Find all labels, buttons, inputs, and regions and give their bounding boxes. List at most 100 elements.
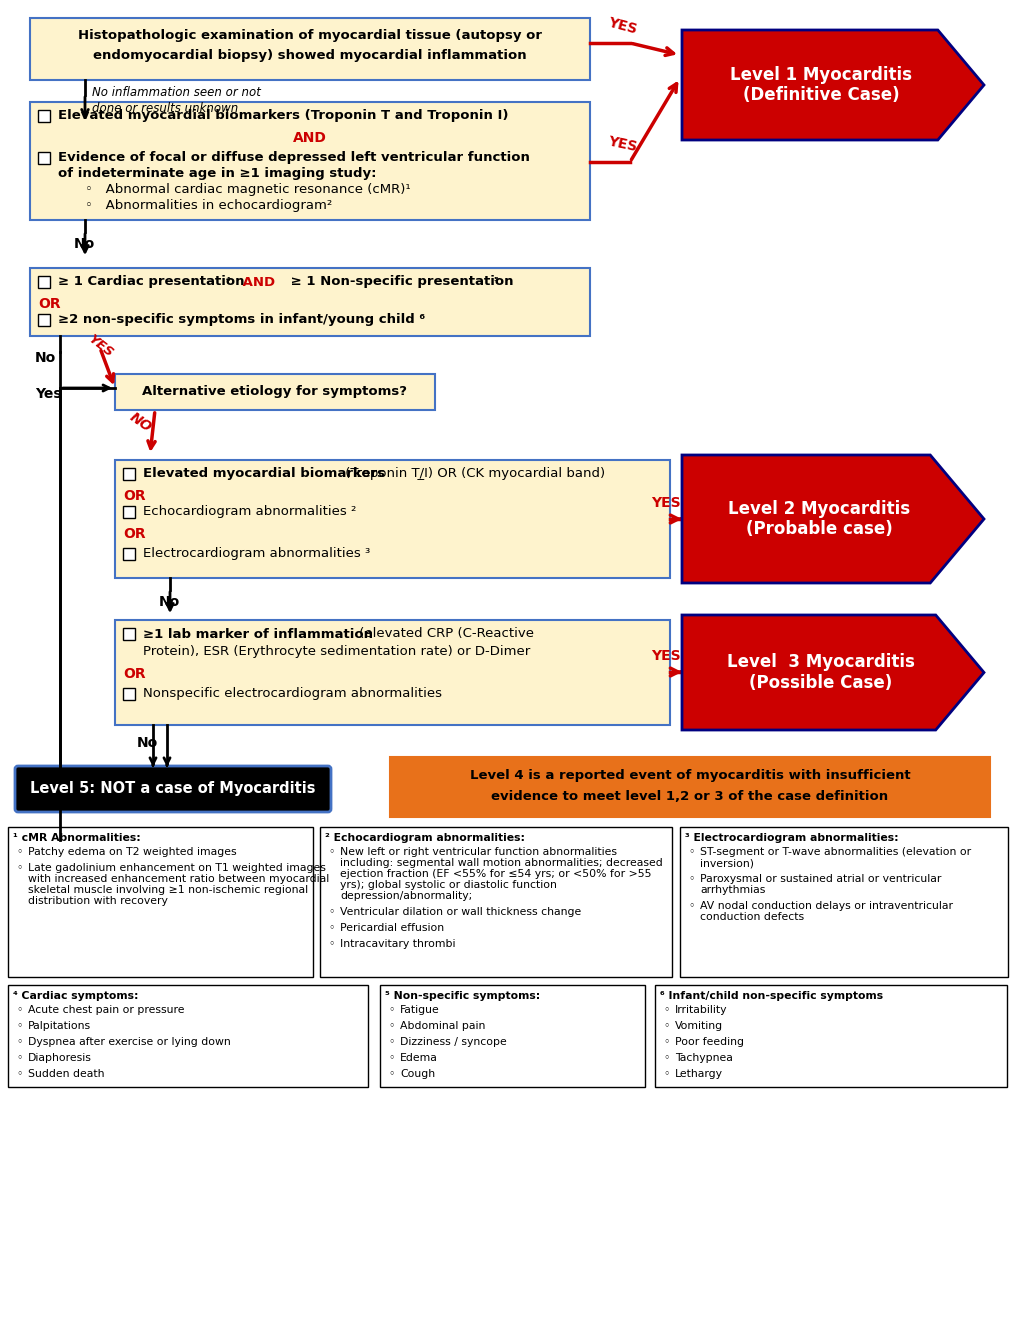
Text: Echocardiogram abnormalities ²: Echocardiogram abnormalities ² (143, 506, 356, 519)
Text: skeletal muscle involving ≥1 non-ischemic regional: skeletal muscle involving ≥1 non-ischemi… (28, 884, 308, 895)
Text: ◦: ◦ (16, 1069, 22, 1078)
Text: Yes: Yes (35, 387, 61, 401)
Text: Protein), ESR (Erythrocyte sedimentation rate) or D-Dimer: Protein), ESR (Erythrocyte sedimentation… (143, 645, 530, 659)
FancyBboxPatch shape (115, 620, 669, 725)
Text: including: segmental wall motion abnormalities; decreased: including: segmental wall motion abnorma… (339, 858, 662, 869)
Text: ◦: ◦ (328, 923, 334, 933)
Text: ◦: ◦ (688, 874, 694, 884)
Text: ◦: ◦ (16, 1020, 22, 1031)
Text: Evidence of focal or diffuse depressed left ventricular function: Evidence of focal or diffuse depressed l… (58, 152, 529, 165)
Text: ◦: ◦ (688, 847, 694, 857)
FancyBboxPatch shape (30, 18, 589, 81)
Text: YES: YES (650, 649, 680, 663)
Text: ⁵: ⁵ (492, 277, 497, 286)
Text: Pericardial effusion: Pericardial effusion (339, 923, 443, 933)
FancyBboxPatch shape (123, 506, 135, 517)
Text: ◦: ◦ (688, 902, 694, 911)
Text: ⁴ Cardiac symptoms:: ⁴ Cardiac symptoms: (13, 991, 139, 1001)
FancyBboxPatch shape (38, 152, 50, 164)
Text: Lethargy: Lethargy (675, 1069, 722, 1078)
Text: (Troponin T/̲I) OR (CK myocardial band): (Troponin T/̲I) OR (CK myocardial band) (340, 467, 604, 480)
Text: of indeterminate age in ≥1 imaging study:: of indeterminate age in ≥1 imaging study… (58, 168, 376, 181)
Text: ◦: ◦ (16, 863, 22, 873)
Text: Patchy edema on T2 weighted images: Patchy edema on T2 weighted images (28, 847, 236, 857)
Text: ◦: ◦ (16, 1005, 22, 1015)
Text: with increased enhancement ratio between myocardial: with increased enhancement ratio between… (28, 874, 329, 884)
Text: Histopathologic examination of myocardial tissue (autopsy or: Histopathologic examination of myocardia… (77, 29, 541, 42)
Text: YES: YES (605, 16, 638, 37)
Text: evidence to meet level 1,2 or 3 of the case definition: evidence to meet level 1,2 or 3 of the c… (491, 791, 888, 804)
Text: Ventricular dilation or wall thickness change: Ventricular dilation or wall thickness c… (339, 907, 581, 917)
Text: Abdominal pain: Abdominal pain (399, 1020, 485, 1031)
Text: ◦: ◦ (328, 907, 334, 917)
FancyBboxPatch shape (30, 268, 589, 337)
Text: ◦: ◦ (662, 1020, 668, 1031)
Text: ◦: ◦ (328, 847, 334, 857)
Text: OR: OR (38, 297, 60, 312)
Text: AND: AND (292, 131, 327, 145)
Text: Nonspecific electrocardiogram abnormalities: Nonspecific electrocardiogram abnormalit… (143, 688, 441, 701)
Text: Poor feeding: Poor feeding (675, 1038, 743, 1047)
Text: No: No (74, 238, 95, 251)
FancyBboxPatch shape (380, 985, 644, 1086)
Text: ⁴: ⁴ (226, 277, 230, 286)
Text: YES: YES (85, 333, 115, 360)
FancyBboxPatch shape (389, 756, 989, 817)
Text: conduction defects: conduction defects (699, 912, 803, 921)
Text: ◦   Abnormal cardiac magnetic resonance (cMR)¹: ◦ Abnormal cardiac magnetic resonance (c… (85, 183, 411, 197)
FancyBboxPatch shape (654, 985, 1006, 1086)
Text: Level 1 Myocarditis
(Definitive Case): Level 1 Myocarditis (Definitive Case) (730, 66, 912, 104)
Text: Level 2 Myocarditis
(Probable case): Level 2 Myocarditis (Probable case) (728, 499, 910, 539)
Text: No: No (159, 595, 180, 609)
Text: ≥ 1 Non-specific presentation: ≥ 1 Non-specific presentation (285, 276, 518, 289)
FancyBboxPatch shape (115, 459, 669, 578)
Text: ◦: ◦ (16, 1038, 22, 1047)
FancyBboxPatch shape (30, 102, 589, 220)
Text: Diaphoresis: Diaphoresis (28, 1053, 92, 1063)
Text: ⁶ Infant/child non-specific symptoms: ⁶ Infant/child non-specific symptoms (659, 991, 882, 1001)
FancyBboxPatch shape (8, 828, 313, 977)
Text: Edema: Edema (399, 1053, 437, 1063)
FancyBboxPatch shape (680, 828, 1007, 977)
Text: Alternative etiology for symptoms?: Alternative etiology for symptoms? (143, 385, 408, 399)
Polygon shape (682, 615, 983, 730)
Text: ◦: ◦ (662, 1005, 668, 1015)
Text: AND: AND (237, 276, 279, 289)
Text: Dizziness / syncope: Dizziness / syncope (399, 1038, 506, 1047)
Text: ◦: ◦ (387, 1053, 394, 1063)
Text: inversion): inversion) (699, 858, 753, 869)
FancyBboxPatch shape (38, 314, 50, 326)
Text: ◦   Abnormalities in echocardiogram²: ◦ Abnormalities in echocardiogram² (85, 199, 332, 213)
Text: ≥2 non-specific symptoms in infant/young child ⁶: ≥2 non-specific symptoms in infant/young… (58, 314, 425, 326)
Text: Sudden death: Sudden death (28, 1069, 104, 1078)
Text: ◦: ◦ (16, 1053, 22, 1063)
Text: Fatigue: Fatigue (399, 1005, 439, 1015)
Text: Electrocardiogram abnormalities ³: Electrocardiogram abnormalities ³ (143, 548, 370, 561)
Text: done or results unknown: done or results unknown (92, 102, 238, 115)
Text: New left or right ventricular function abnormalities: New left or right ventricular function a… (339, 847, 616, 857)
Text: ◦: ◦ (387, 1020, 394, 1031)
Text: ³ Electrocardiogram abnormalities:: ³ Electrocardiogram abnormalities: (685, 833, 898, 843)
Text: distribution with recovery: distribution with recovery (28, 896, 168, 906)
Text: ¹ cMR Abnormalities:: ¹ cMR Abnormalities: (13, 833, 141, 843)
Text: ◦: ◦ (387, 1038, 394, 1047)
Text: OR: OR (123, 667, 146, 681)
Text: Level  3 Myocarditis
(Possible Case): Level 3 Myocarditis (Possible Case) (727, 653, 914, 692)
Text: ejection fraction (EF <55% for ≤54 yrs; or <50% for >55: ejection fraction (EF <55% for ≤54 yrs; … (339, 869, 651, 879)
Text: Elevated myocardial biomarkers (Troponin T and Troponin I): Elevated myocardial biomarkers (Troponin… (58, 110, 508, 123)
Text: Tachypnea: Tachypnea (675, 1053, 733, 1063)
Text: endomyocardial biopsy) showed myocardial inflammation: endomyocardial biopsy) showed myocardial… (93, 49, 526, 62)
FancyBboxPatch shape (38, 110, 50, 121)
Text: ◦: ◦ (16, 847, 22, 857)
Text: ◦: ◦ (387, 1069, 394, 1078)
Text: (elevated CRP (C-Reactive: (elevated CRP (C-Reactive (355, 627, 534, 640)
Text: OR: OR (123, 527, 146, 541)
Text: Elevated myocardial biomarkers: Elevated myocardial biomarkers (143, 467, 384, 480)
Text: Late gadolinium enhancement on T1 weighted images: Late gadolinium enhancement on T1 weight… (28, 863, 325, 873)
Polygon shape (682, 455, 983, 583)
Text: ST-segment or T-wave abnormalities (elevation or: ST-segment or T-wave abnormalities (elev… (699, 847, 970, 857)
Text: Cough: Cough (399, 1069, 435, 1078)
Polygon shape (682, 30, 983, 140)
FancyBboxPatch shape (15, 766, 331, 812)
Text: yrs); global systolic or diastolic function: yrs); global systolic or diastolic funct… (339, 880, 556, 890)
